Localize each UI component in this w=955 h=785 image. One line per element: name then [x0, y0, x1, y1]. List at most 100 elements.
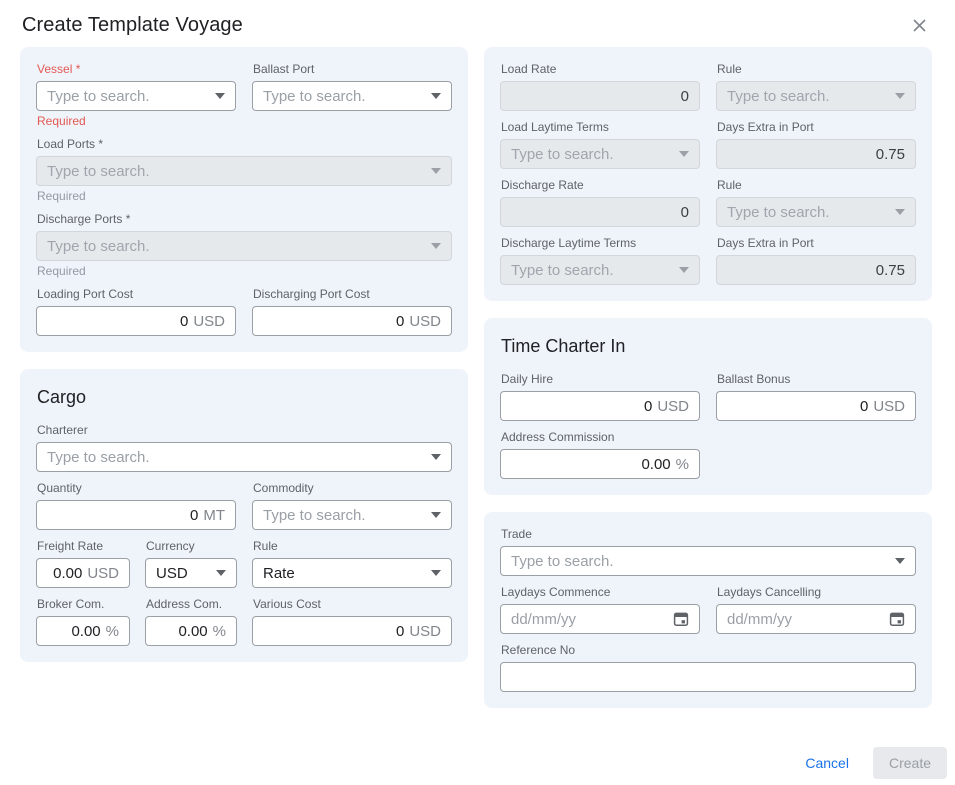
charterer-label: Charterer	[37, 423, 88, 437]
spacer	[716, 431, 916, 479]
reference-no-field: Reference No	[500, 644, 916, 692]
various-cost-label: Various Cost	[253, 597, 321, 611]
calendar-icon[interactable]	[889, 611, 905, 627]
discharge-rate-label: Discharge Rate	[501, 178, 584, 192]
address-commission-input[interactable]: 0.00 %	[500, 449, 700, 479]
dialog-title: Create Template Voyage	[22, 13, 243, 36]
laydays-cancelling-field: Laydays Cancelling dd/mm/yy	[716, 586, 916, 634]
discharge-days-extra-label: Days Extra in Port	[717, 236, 814, 250]
vessel-ports-panel: Vessel * Type to search. Required Ballas…	[20, 47, 468, 352]
create-button[interactable]: Create	[872, 747, 947, 779]
ballast-bonus-input[interactable]: 0 USD	[716, 391, 916, 421]
left-column: Vessel * Type to search. Required Ballas…	[20, 47, 468, 679]
load-rate-input: 0	[500, 81, 700, 111]
daily-hire-label: Daily Hire	[501, 372, 554, 386]
rates-panel: Load Rate 0 Rule Type to search. Load La…	[484, 47, 932, 301]
broker-com-label: Broker Com.	[37, 597, 105, 611]
discharging-port-cost-label: Discharging Port Cost	[253, 287, 370, 301]
laydays-commence-field: Laydays Commence dd/mm/yy	[500, 586, 700, 634]
loading-port-cost-input[interactable]: 0 USD	[36, 306, 236, 336]
load-ports-label: Load Ports *	[37, 137, 104, 151]
calendar-icon[interactable]	[673, 611, 689, 627]
chevron-down-icon	[431, 512, 441, 518]
chevron-down-icon	[431, 570, 441, 576]
discharge-laytime-terms-select: Type to search.	[500, 255, 700, 285]
trade-panel: Trade Type to search. Laydays Commence d…	[484, 512, 932, 708]
laydays-commence-label: Laydays Commence	[501, 585, 611, 599]
ballast-port-label: Ballast Port	[253, 62, 315, 76]
vessel-required-error: Required	[37, 114, 86, 128]
discharging-port-cost-field: Discharging Port Cost 0 USD	[252, 288, 452, 336]
load-days-extra-label: Days Extra in Port	[717, 120, 814, 134]
discharge-rule-label: Rule	[717, 178, 742, 192]
load-laytime-terms-field: Load Laytime Terms Type to search.	[500, 121, 700, 169]
loading-port-cost-label: Loading Port Cost	[37, 287, 134, 301]
daily-hire-input[interactable]: 0 USD	[500, 391, 700, 421]
charterer-select[interactable]: Type to search.	[36, 442, 452, 472]
chevron-down-icon	[895, 93, 905, 99]
chevron-down-icon	[895, 209, 905, 215]
load-ports-select: Type to search.	[36, 156, 452, 186]
various-cost-input[interactable]: 0 USD	[252, 616, 452, 646]
discharge-days-extra-input: 0.75	[716, 255, 916, 285]
load-days-extra-input: 0.75	[716, 139, 916, 169]
broker-com-field: Broker Com. 0.00 %	[36, 598, 130, 646]
freight-rate-field: Freight Rate 0.00 USD	[36, 540, 130, 588]
trade-field: Trade Type to search.	[500, 528, 916, 576]
ballast-port-select[interactable]: Type to search.	[252, 81, 452, 111]
address-commission-label: Address Commission	[501, 430, 615, 444]
laydays-cancelling-input[interactable]: dd/mm/yy	[716, 604, 916, 634]
discharging-port-cost-input[interactable]: 0 USD	[252, 306, 452, 336]
broker-com-input[interactable]: 0.00 %	[36, 616, 130, 646]
cargo-heading: Cargo	[37, 387, 87, 407]
laydays-commence-input[interactable]: dd/mm/yy	[500, 604, 700, 634]
load-rule-select: Type to search.	[716, 81, 916, 111]
commodity-label: Commodity	[253, 481, 314, 495]
chevron-down-icon	[679, 267, 689, 273]
vessel-field: Vessel * Type to search. Required	[36, 63, 236, 128]
vessel-label: Vessel *	[37, 62, 81, 76]
reference-no-label: Reference No	[501, 643, 576, 657]
dialog-header: Create Template Voyage	[0, 0, 955, 47]
discharge-ports-select: Type to search.	[36, 231, 452, 261]
load-laytime-terms-label: Load Laytime Terms	[501, 120, 609, 134]
address-com-field: Address Com. 0.00 %	[145, 598, 237, 646]
laydays-cancelling-label: Laydays Cancelling	[717, 585, 822, 599]
discharge-rate-input: 0	[500, 197, 700, 227]
close-button[interactable]	[907, 13, 931, 37]
discharge-ports-required-hint: Required	[37, 264, 86, 278]
freight-rule-label: Rule	[253, 539, 278, 553]
chevron-down-icon	[895, 558, 905, 564]
dialog-body: Vessel * Type to search. Required Ballas…	[0, 47, 955, 725]
reference-no-input[interactable]	[500, 662, 916, 692]
vessel-select[interactable]: Type to search.	[36, 81, 236, 111]
discharge-ports-label: Discharge Ports *	[37, 212, 131, 226]
freight-rate-input[interactable]: 0.00 USD	[36, 558, 130, 588]
discharge-rule-field: Rule Type to search.	[716, 179, 916, 227]
ballast-bonus-field: Ballast Bonus 0 USD	[716, 373, 916, 421]
chevron-down-icon	[431, 168, 441, 174]
trade-select[interactable]: Type to search.	[500, 546, 916, 576]
currency-field: Currency USD	[145, 540, 237, 588]
currency-select[interactable]: USD	[145, 558, 237, 588]
cancel-button[interactable]: Cancel	[791, 747, 863, 779]
quantity-input[interactable]: 0 MT	[36, 500, 236, 530]
chevron-down-icon	[431, 243, 441, 249]
trade-label: Trade	[501, 527, 532, 541]
discharge-laytime-terms-field: Discharge Laytime Terms Type to search.	[500, 237, 700, 285]
load-rule-field: Rule Type to search.	[716, 63, 916, 111]
close-icon	[912, 18, 927, 33]
discharge-rate-field: Discharge Rate 0	[500, 179, 700, 227]
freight-rule-field: Rule Rate	[252, 540, 452, 588]
ballast-port-field: Ballast Port Type to search.	[252, 63, 452, 128]
freight-rule-select[interactable]: Rate	[252, 558, 452, 588]
discharge-ports-field: Discharge Ports * Type to search. Requir…	[36, 213, 452, 278]
commodity-select[interactable]: Type to search.	[252, 500, 452, 530]
chevron-down-icon	[431, 454, 441, 460]
right-column: Load Rate 0 Rule Type to search. Load La…	[484, 47, 932, 725]
address-com-input[interactable]: 0.00 %	[145, 616, 237, 646]
loading-port-cost-field: Loading Port Cost 0 USD	[36, 288, 236, 336]
address-commission-field: Address Commission 0.00 %	[500, 431, 700, 479]
time-charter-in-heading: Time Charter In	[501, 336, 626, 356]
freight-rate-label: Freight Rate	[37, 539, 104, 553]
